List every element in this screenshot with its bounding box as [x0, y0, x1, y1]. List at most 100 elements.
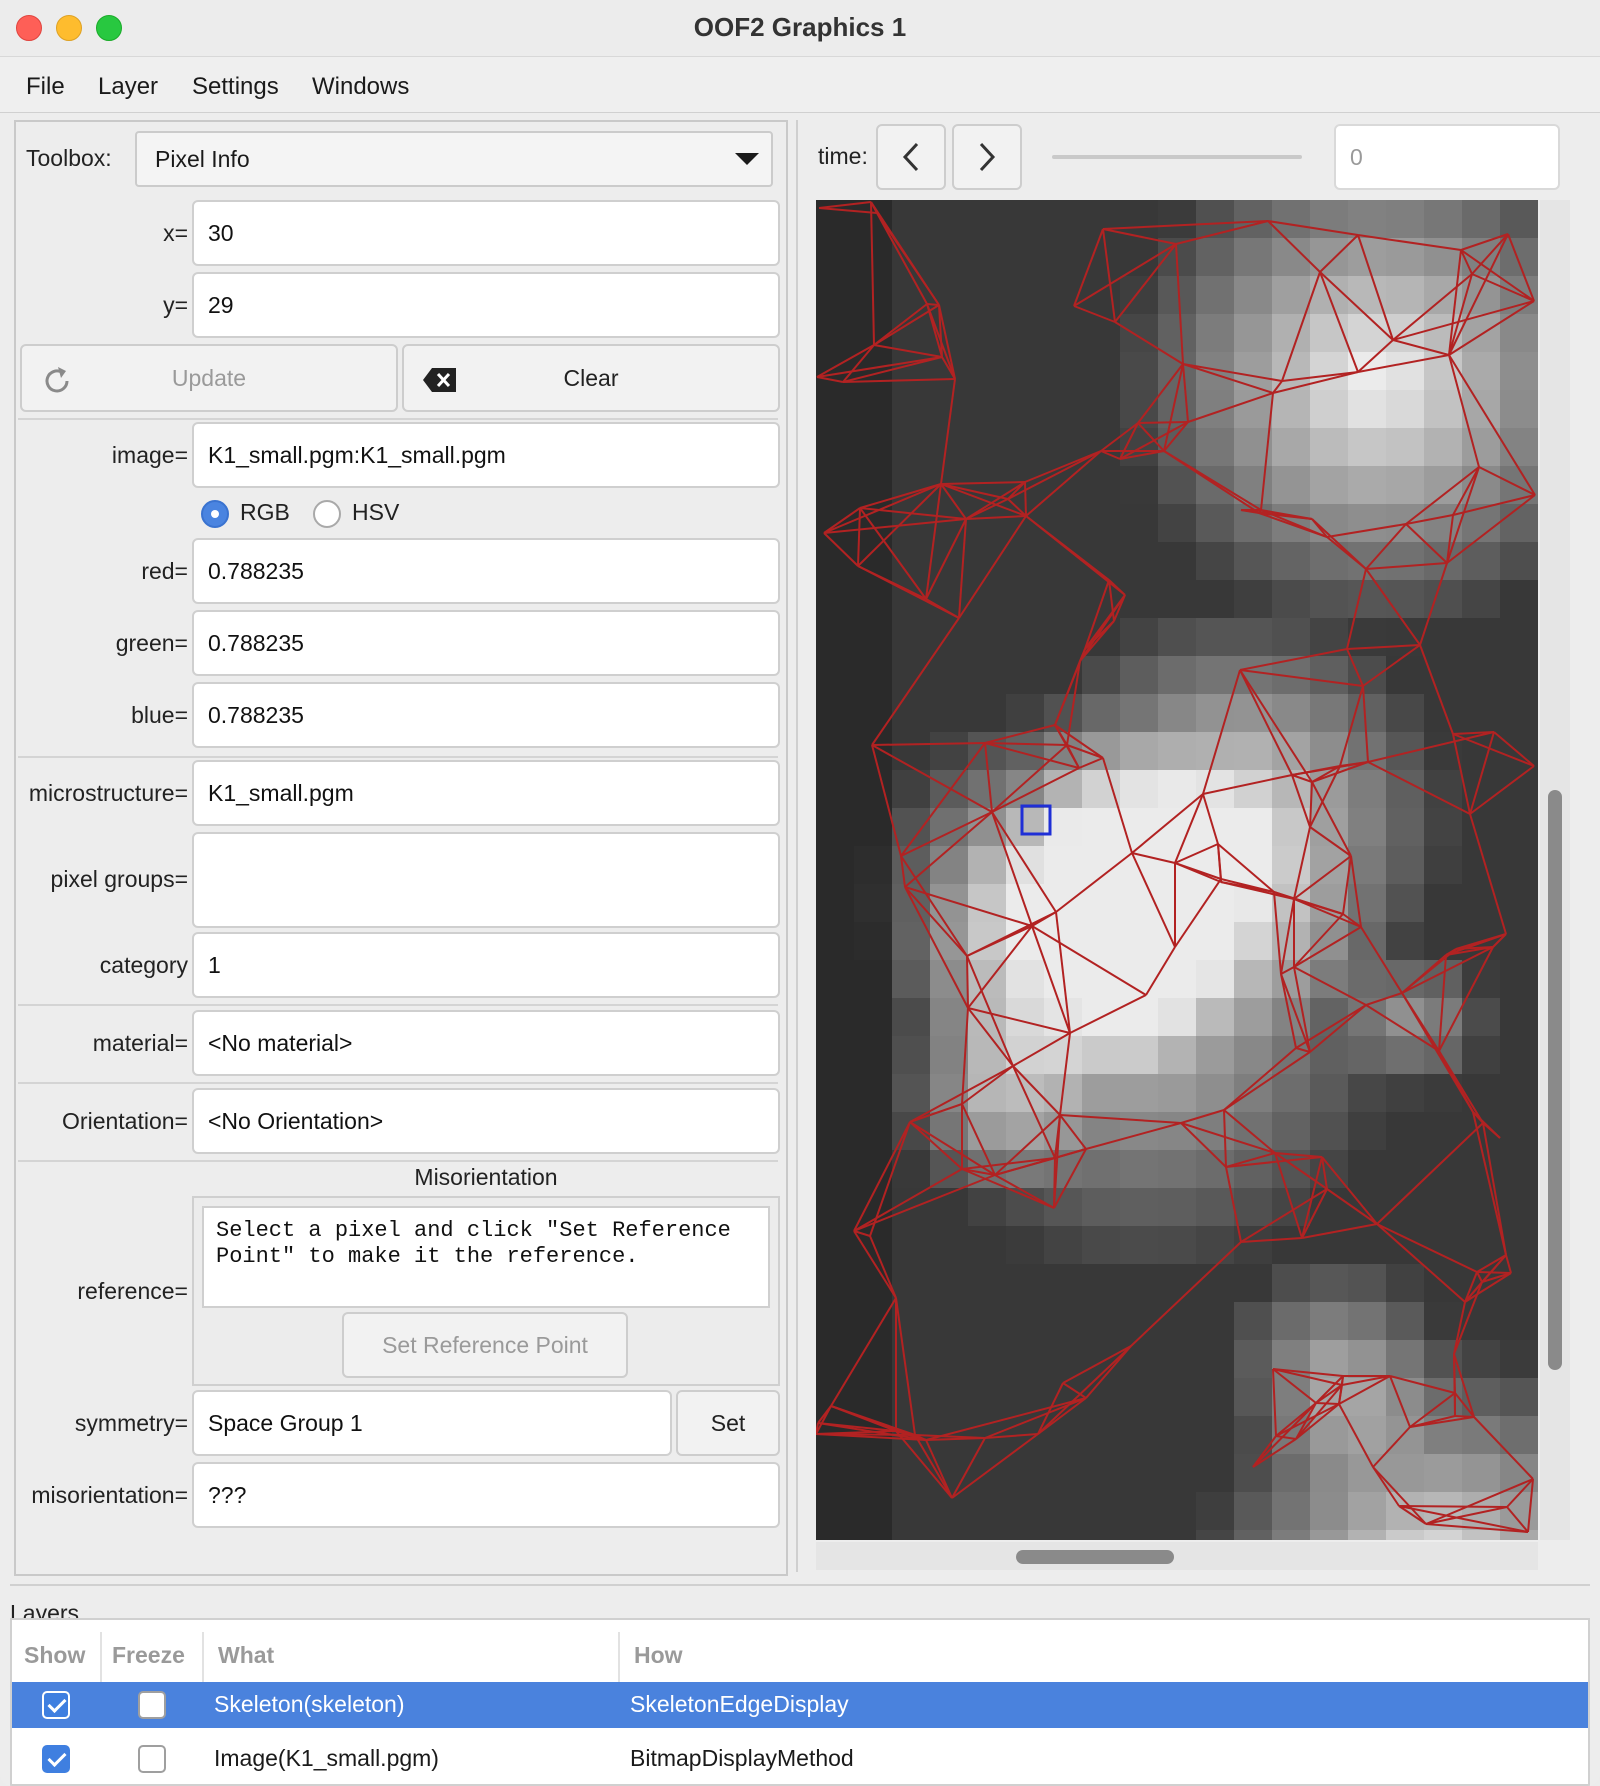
- image-pixel: [1006, 1302, 1045, 1341]
- image-pixel: [816, 314, 855, 353]
- image-pixel: [1120, 542, 1159, 581]
- skeleton-edge: [961, 1103, 996, 1176]
- skeleton-edge: [1398, 1505, 1427, 1525]
- image-pixel: [1386, 656, 1425, 695]
- material-field[interactable]: <No material>: [192, 1010, 780, 1076]
- set-reference-point-button[interactable]: Set Reference Point: [342, 1312, 628, 1378]
- horizontal-scroll-thumb[interactable]: [1016, 1550, 1174, 1564]
- column-what[interactable]: What: [218, 1642, 275, 1668]
- image-pixel: [1158, 200, 1197, 239]
- image-pixel: [1196, 580, 1235, 619]
- skeleton-edge: [1260, 392, 1274, 511]
- column-how[interactable]: How: [634, 1642, 683, 1668]
- image-pixel: [1120, 352, 1159, 391]
- zoom-button[interactable]: [96, 15, 122, 41]
- x-input[interactable]: 30: [192, 200, 780, 266]
- image-pixel: [1386, 542, 1425, 581]
- image-pixel: [1082, 694, 1121, 733]
- column-freeze[interactable]: Freeze: [112, 1642, 185, 1668]
- menu-layer[interactable]: Layer: [98, 73, 159, 100]
- show-checkbox[interactable]: [42, 1691, 70, 1719]
- orientation-field[interactable]: <No Orientation>: [192, 1088, 780, 1154]
- skeleton-edge: [1425, 1478, 1534, 1525]
- set-symmetry-button[interactable]: Set: [676, 1390, 780, 1456]
- hsv-radio[interactable]: [313, 500, 341, 528]
- microstructure-field[interactable]: K1_small.pgm: [192, 760, 780, 826]
- skeleton-edge: [1145, 946, 1176, 996]
- image-pixel: [1196, 200, 1235, 239]
- graphics-canvas[interactable]: [816, 200, 1538, 1540]
- image-pixel: [930, 1340, 969, 1379]
- time-field[interactable]: 0: [1334, 124, 1560, 190]
- image-pixel: [1196, 618, 1235, 657]
- vertical-scroll-thumb[interactable]: [1548, 790, 1562, 1370]
- misorientation-field[interactable]: ???: [192, 1462, 780, 1528]
- skeleton-edge: [871, 617, 960, 746]
- close-button[interactable]: [16, 15, 42, 41]
- image-pixel: [1234, 846, 1273, 885]
- skeleton-edge: [1054, 660, 1081, 726]
- freeze-checkbox[interactable]: [138, 1691, 166, 1719]
- divider: [18, 1082, 778, 1084]
- freeze-checkbox[interactable]: [138, 1745, 166, 1773]
- image-pixel: [968, 1454, 1007, 1493]
- skeleton-edge: [1372, 1466, 1427, 1525]
- image-pixel: [1310, 1074, 1349, 1113]
- misorientation-label: misorientation=: [31, 1482, 188, 1508]
- image-pixel: [1386, 1150, 1425, 1189]
- skeleton-edge: [940, 483, 1027, 517]
- pixel-groups-field[interactable]: [192, 832, 780, 928]
- image-pixel: [1234, 808, 1273, 847]
- skeleton-edge: [1223, 1047, 1297, 1111]
- menu-windows[interactable]: Windows: [312, 73, 410, 100]
- symmetry-field[interactable]: Space Group 1: [192, 1390, 672, 1456]
- skeleton-edge: [1473, 1416, 1534, 1480]
- image-field[interactable]: K1_small.pgm:K1_small.pgm: [192, 422, 780, 488]
- time-prev-button[interactable]: [876, 124, 946, 190]
- update-label: Update: [171, 364, 247, 391]
- skeleton-edge: [938, 304, 943, 358]
- menu-file[interactable]: File: [26, 73, 65, 100]
- skeleton-edge: [1174, 878, 1222, 948]
- image-pixel: [1196, 1188, 1235, 1227]
- blue-field[interactable]: 0.788235: [192, 682, 780, 748]
- divider: [18, 1004, 778, 1006]
- image-pixel: [1044, 1264, 1083, 1303]
- image-pixel: [1196, 1492, 1235, 1531]
- skeleton-edge: [873, 304, 940, 346]
- rgb-radio[interactable]: [201, 500, 229, 528]
- image-pixel: [1006, 1112, 1045, 1151]
- menu-settings[interactable]: Settings: [192, 73, 279, 100]
- time-slider[interactable]: [1052, 155, 1302, 159]
- image-pixel: [816, 732, 855, 771]
- minimize-button[interactable]: [56, 15, 82, 41]
- skeleton-edge: [1281, 271, 1321, 382]
- skeleton-edge: [925, 1439, 953, 1499]
- layer-row-skeleton[interactable]: Skeleton(skeleton) SkeletonEdgeDisplay: [12, 1682, 1588, 1728]
- skeleton-edge: [1452, 733, 1535, 767]
- red-field[interactable]: 0.788235: [192, 538, 780, 604]
- skeleton-edge: [1174, 843, 1219, 864]
- skeleton-edge: [876, 212, 940, 306]
- image-pixel: [1310, 466, 1349, 505]
- update-button[interactable]: Update: [20, 344, 398, 412]
- show-checkbox[interactable]: [42, 1745, 70, 1773]
- skeleton-edge: [1342, 855, 1352, 915]
- image-pixel: [1158, 618, 1197, 657]
- image-pixel: [1196, 1454, 1235, 1493]
- skeleton-edge: [816, 376, 844, 383]
- layer-row-image[interactable]: Image(K1_small.pgm) BitmapDisplayMethod: [12, 1736, 1588, 1782]
- category-field[interactable]: 1: [192, 932, 780, 998]
- image-pixel: [1500, 238, 1538, 277]
- image-pixel: [930, 276, 969, 315]
- toolbox-select[interactable]: Pixel Info: [135, 131, 773, 187]
- green-field[interactable]: 0.788235: [192, 610, 780, 676]
- column-show[interactable]: Show: [24, 1642, 86, 1668]
- skeleton-edge: [870, 201, 875, 346]
- clear-button[interactable]: Clear: [402, 344, 780, 412]
- vertical-scrollbar[interactable]: [1540, 200, 1570, 1540]
- y-input[interactable]: 29: [192, 272, 780, 338]
- horizontal-scrollbar[interactable]: [816, 1542, 1538, 1570]
- time-next-button[interactable]: [952, 124, 1022, 190]
